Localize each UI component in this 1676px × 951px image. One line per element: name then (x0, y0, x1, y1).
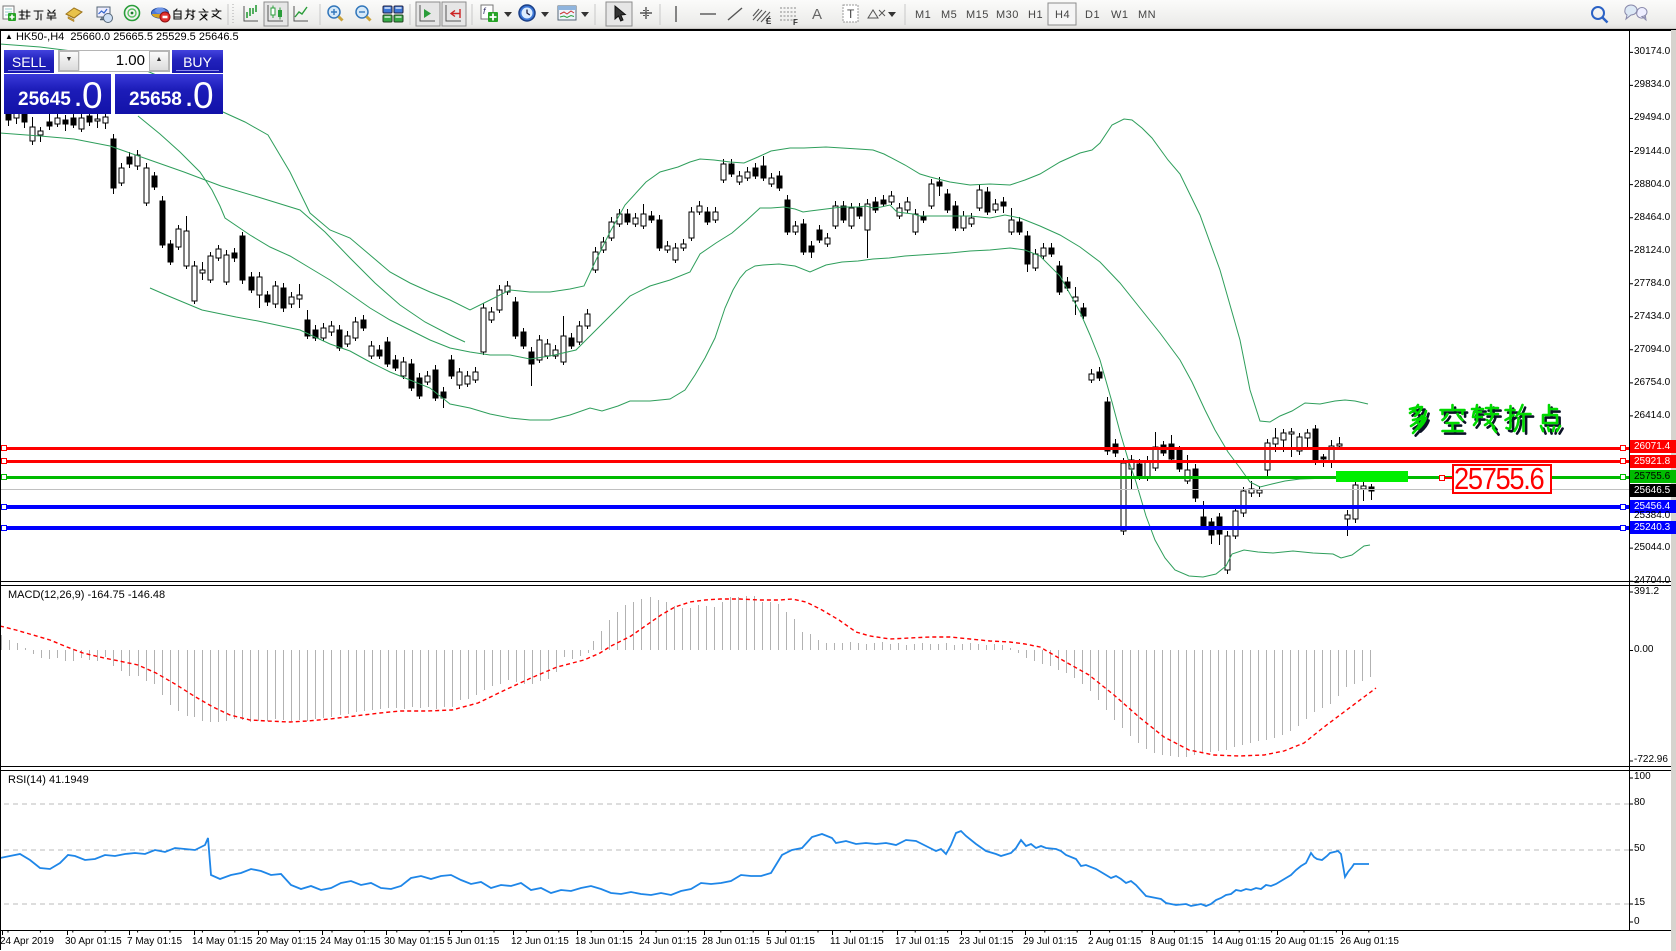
svg-text:T: T (847, 7, 855, 21)
svg-text:F: F (793, 18, 798, 27)
svg-text:A: A (812, 6, 822, 23)
svg-text:E: E (766, 17, 772, 26)
svg-text:f: f (483, 6, 487, 16)
